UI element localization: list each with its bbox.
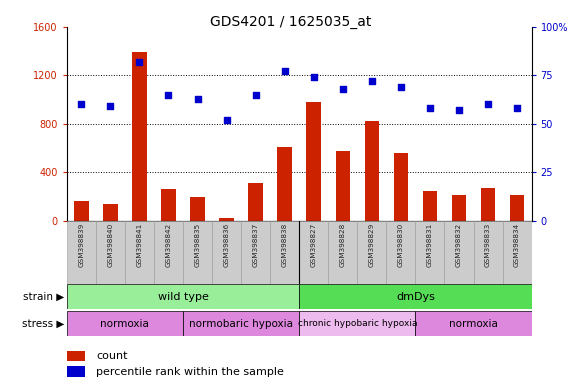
Bar: [103, 204, 117, 221]
Text: GSM398827: GSM398827: [311, 223, 317, 267]
Point: [193, 96, 202, 102]
Text: chronic hypobaric hypoxia: chronic hypobaric hypoxia: [297, 319, 417, 328]
Bar: [423, 190, 437, 221]
Bar: [249, 183, 263, 221]
Bar: [241, 221, 270, 284]
Text: GSM398840: GSM398840: [107, 223, 113, 267]
Text: normobaric hypoxia: normobaric hypoxia: [189, 318, 293, 329]
Bar: [67, 351, 85, 361]
Bar: [67, 221, 96, 284]
Bar: [444, 221, 474, 284]
Bar: [365, 121, 379, 221]
Text: GDS4201 / 1625035_at: GDS4201 / 1625035_at: [210, 15, 371, 29]
Text: dmDys: dmDys: [396, 291, 435, 302]
Text: GSM398828: GSM398828: [340, 223, 346, 267]
Point: [454, 107, 464, 113]
Text: wild type: wild type: [157, 291, 209, 302]
Point: [251, 92, 260, 98]
Bar: [67, 366, 85, 377]
Bar: [452, 195, 466, 221]
Point: [222, 117, 231, 123]
Text: count: count: [96, 351, 128, 361]
Text: GSM398831: GSM398831: [427, 223, 433, 267]
Text: GSM398830: GSM398830: [398, 223, 404, 267]
Text: GSM398834: GSM398834: [514, 223, 520, 267]
Text: GSM398841: GSM398841: [137, 223, 142, 267]
Bar: [357, 221, 386, 284]
Text: GSM398829: GSM398829: [369, 223, 375, 267]
Bar: [503, 221, 532, 284]
Bar: [474, 221, 503, 284]
Bar: [270, 221, 299, 284]
Text: GSM398838: GSM398838: [282, 223, 288, 267]
Bar: [132, 52, 147, 221]
Bar: [299, 284, 532, 309]
Point: [483, 101, 493, 108]
Bar: [386, 221, 415, 284]
Bar: [183, 311, 299, 336]
Bar: [183, 221, 212, 284]
Text: GSM398842: GSM398842: [166, 223, 171, 267]
Bar: [212, 221, 241, 284]
Text: GSM398836: GSM398836: [224, 223, 229, 267]
Text: normoxia: normoxia: [449, 318, 498, 329]
Point: [77, 101, 86, 108]
Text: stress ▶: stress ▶: [21, 318, 64, 329]
Text: GSM398832: GSM398832: [456, 223, 462, 267]
Text: GSM398833: GSM398833: [485, 223, 491, 267]
Bar: [299, 221, 328, 284]
Bar: [67, 311, 183, 336]
Bar: [328, 221, 357, 284]
Point: [396, 84, 406, 90]
Bar: [336, 151, 350, 221]
Bar: [67, 284, 299, 309]
Bar: [74, 201, 89, 221]
Bar: [278, 147, 292, 221]
Text: percentile rank within the sample: percentile rank within the sample: [96, 366, 284, 377]
Bar: [191, 197, 205, 221]
Point: [338, 86, 347, 92]
Text: GSM398839: GSM398839: [78, 223, 84, 267]
Bar: [220, 218, 234, 221]
Point: [135, 59, 144, 65]
Text: GSM398837: GSM398837: [253, 223, 259, 267]
Bar: [415, 221, 444, 284]
Text: GSM398835: GSM398835: [195, 223, 200, 267]
Bar: [510, 195, 524, 221]
Bar: [96, 221, 125, 284]
Text: normoxia: normoxia: [101, 318, 149, 329]
Bar: [415, 311, 532, 336]
Point: [106, 103, 115, 109]
Bar: [299, 311, 415, 336]
Bar: [162, 189, 176, 221]
Point: [367, 78, 376, 84]
Bar: [125, 221, 154, 284]
Point: [512, 105, 522, 111]
Bar: [394, 153, 408, 221]
Point: [164, 92, 173, 98]
Bar: [481, 188, 495, 221]
Point: [280, 68, 289, 74]
Point: [309, 74, 318, 80]
Text: strain ▶: strain ▶: [23, 291, 64, 302]
Bar: [307, 102, 321, 221]
Point: [425, 105, 435, 111]
Bar: [154, 221, 183, 284]
